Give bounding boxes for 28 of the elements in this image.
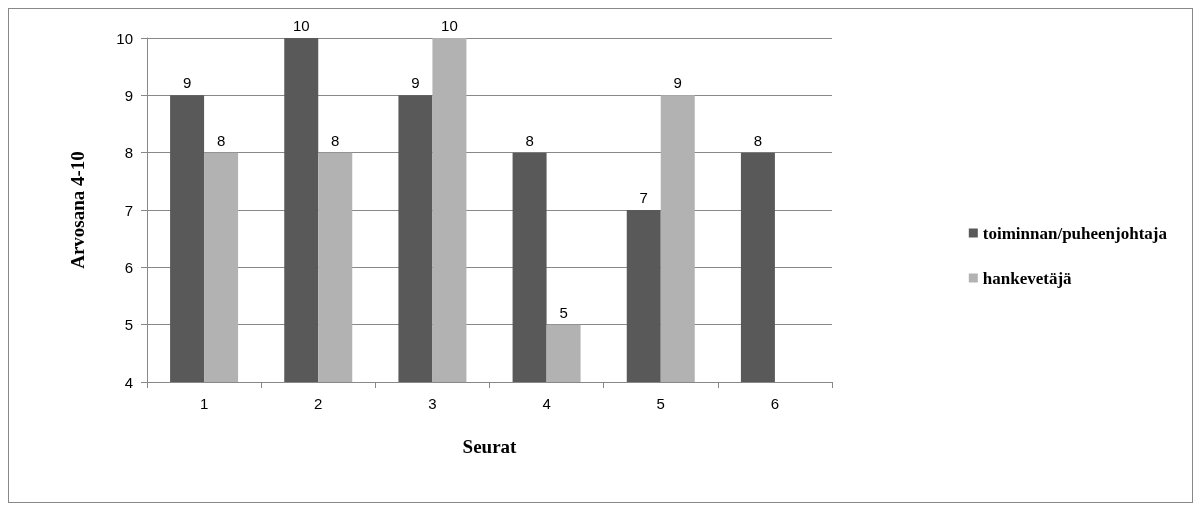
y-tick-label: 10 (116, 29, 133, 47)
x-tick-label: 2 (314, 395, 323, 412)
y-tick-label: 6 (124, 258, 133, 276)
data-label: 10 (441, 17, 458, 34)
data-label: 8 (753, 131, 763, 149)
data-label: 8 (216, 131, 226, 149)
data-label: 9 (673, 74, 682, 92)
x-tick-label: 4 (542, 395, 551, 412)
data-label: 8 (525, 131, 534, 149)
y-axis-title: Arvosana 4-10 (67, 151, 88, 269)
x-tick-label: 3 (428, 395, 437, 412)
legend-label: toiminnan/puheenjohtaja (982, 223, 1168, 243)
data-label: 9 (411, 74, 420, 92)
y-tick-label: 4 (124, 373, 133, 391)
data-label: 8 (331, 131, 340, 149)
y-tick-label: 8 (124, 144, 133, 162)
data-label: 7 (639, 189, 648, 206)
x-tick-label: 6 (770, 395, 780, 412)
y-tick-label: 7 (124, 201, 133, 219)
legend-label: hankevetäjä (982, 268, 1073, 288)
data-label: 5 (559, 303, 568, 321)
data-label: 10 (292, 17, 310, 34)
x-axis-title: Seurat (462, 436, 518, 457)
y-tick-label: 9 (124, 86, 133, 104)
x-tick-label: 1 (199, 395, 209, 412)
x-tick-label: 5 (656, 395, 665, 412)
y-tick-label: 5 (124, 316, 133, 334)
data-label: 9 (182, 74, 192, 92)
